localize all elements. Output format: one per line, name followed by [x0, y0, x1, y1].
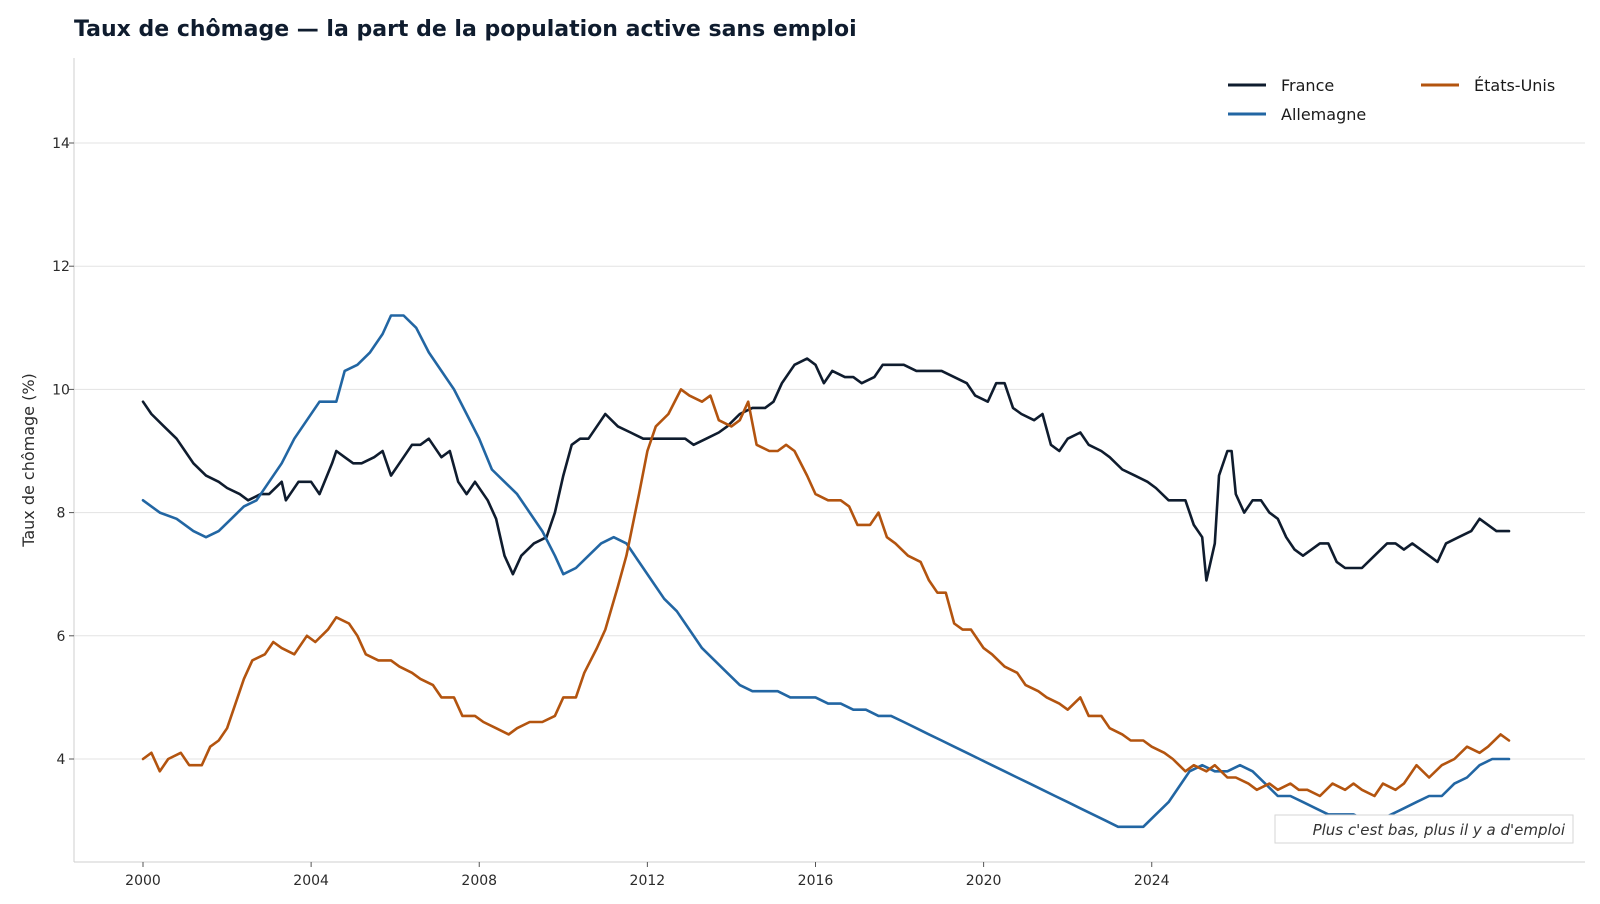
y-axis-label: Taux de chômage (%): [19, 373, 38, 548]
series-line-2: [141, 314, 1511, 829]
y-tick-label-12: 12: [52, 259, 70, 275]
chart-title: Taux de chômage — la part de la populati…: [74, 17, 857, 42]
series-lines: [141, 314, 1511, 829]
gridlines: [74, 142, 1585, 760]
x-tick-label-2012: 2012: [630, 873, 666, 889]
series-line-3: [141, 388, 1511, 798]
y-axis-ticks: 4 6 8 10 12 14: [52, 136, 74, 768]
annotation-frame: [1274, 814, 1574, 844]
x-tick-label-2004: 2004: [293, 873, 329, 889]
axes-spines: [73, 58, 1585, 863]
legend-label-3: États-Unis: [1474, 76, 1555, 95]
y-tick-label-10: 10: [52, 382, 70, 398]
y-tick-label-6: 6: [57, 629, 66, 645]
x-tick-label-2016: 2016: [798, 873, 834, 889]
annotation-text: Plus c'est bas, plus il y a d'emploi: [1313, 821, 1566, 839]
legend-label-2: Allemagne: [1281, 105, 1366, 124]
x-tick-label-2000: 2000: [125, 873, 161, 889]
x-axis-ticks: 2000 2004 2008 2012 2016 2020 2024: [125, 862, 1170, 889]
legend-label-1: France: [1281, 76, 1334, 95]
annotation-box: Plus c'est bas, plus il y a d'emploi: [1274, 814, 1574, 844]
legend: France Allemagne États-Unis: [1228, 76, 1555, 124]
x-tick-label-2024: 2024: [1134, 873, 1170, 889]
y-tick-label-14: 14: [52, 136, 70, 152]
x-tick-label-2020: 2020: [966, 873, 1002, 889]
series-line-1: [141, 357, 1511, 582]
y-tick-label-4: 4: [57, 752, 66, 768]
x-tick-label-2008: 2008: [461, 873, 497, 889]
y-tick-label-8: 8: [57, 506, 66, 522]
